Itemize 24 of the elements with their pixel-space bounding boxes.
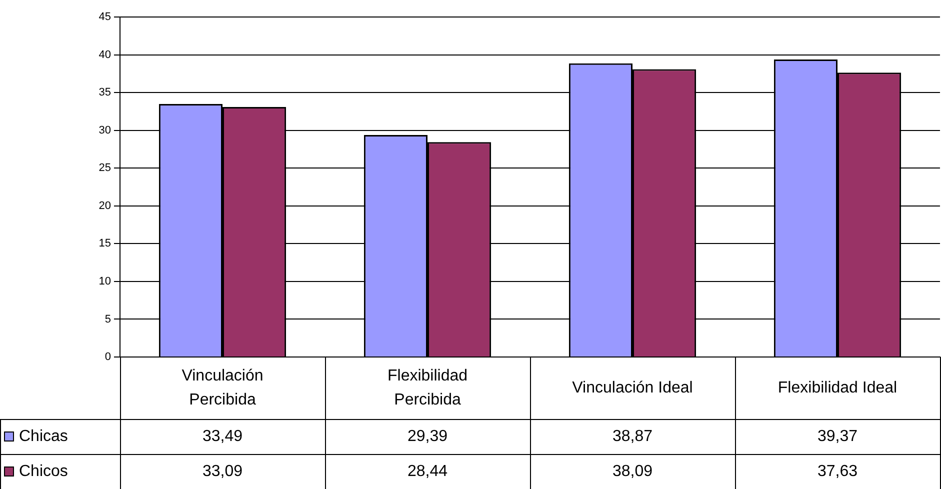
legend-label: Chicas xyxy=(19,428,68,445)
data-label: 38,09 xyxy=(612,462,653,480)
y-tick-label: 25 xyxy=(98,162,111,174)
data-label: 28,44 xyxy=(407,462,448,480)
y-tick-label: 30 xyxy=(98,124,111,136)
y-tick-label: 0 xyxy=(104,351,111,364)
data-label: 37,63 xyxy=(817,462,858,480)
y-tick-label: 5 xyxy=(104,313,111,326)
y-tick-label: 40 xyxy=(98,48,111,61)
legend-label: Chicos xyxy=(19,462,68,480)
data-label: 33,09 xyxy=(202,462,243,480)
x-tick-label: Flexibilidad Percibida xyxy=(387,367,468,408)
data-label: 29,39 xyxy=(407,428,448,445)
x-tick-label: Flexibilidad Ideal xyxy=(778,379,898,396)
y-tick-label: 45 xyxy=(98,11,111,24)
data-label: 33,49 xyxy=(202,428,243,445)
x-tick-label: Vinculación Percibida xyxy=(182,367,264,408)
y-tick-label: 20 xyxy=(98,200,111,212)
y-tick-label: 10 xyxy=(98,275,111,288)
y-tick-label: 35 xyxy=(98,86,111,99)
y-tick-label: 15 xyxy=(98,238,111,250)
x-tick-label: Vinculación Ideal xyxy=(572,379,693,396)
data-label: 39,37 xyxy=(817,428,858,445)
data-label: 38,87 xyxy=(612,428,653,445)
